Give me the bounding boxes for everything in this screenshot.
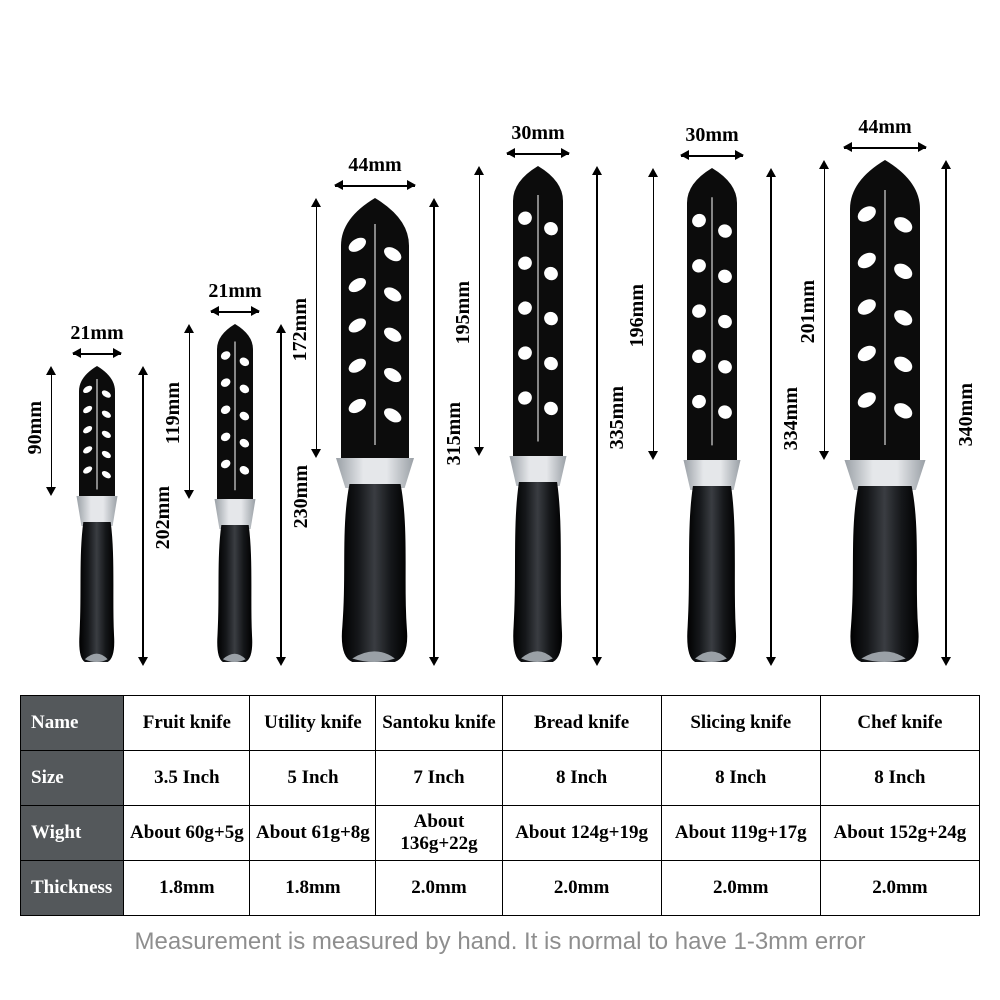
table-cell: Fruit knife <box>124 696 250 751</box>
width-dimension: 44mm <box>825 116 945 155</box>
table-cell: 8 Inch <box>820 751 979 806</box>
sheath-length-label: 90mm <box>24 401 47 454</box>
table-cell: 1.8mm <box>124 861 250 916</box>
sheath-length-label: 196mm <box>626 284 649 347</box>
knife-4: 30mm 195mm 335mm <box>452 122 624 682</box>
width-label: 21mm <box>37 322 157 345</box>
width-dimension: 44mm <box>315 154 435 193</box>
table-cell: 1.8mm <box>250 861 376 916</box>
knife-sheath-icon <box>217 324 253 504</box>
knife-handle-icon <box>686 486 739 667</box>
sheath-length-label: 195mm <box>452 281 475 344</box>
table-cell: About 119g+17g <box>661 806 820 861</box>
knife-graphic <box>490 166 586 666</box>
table-cell: About 61g+8g <box>250 806 376 861</box>
knife-sheath-icon <box>687 168 737 465</box>
knife-graphic <box>327 198 423 666</box>
sheath-length-dimension: 196mm <box>632 168 654 460</box>
row-header-size: Size <box>21 751 124 806</box>
table-cell: 2.0mm <box>661 861 820 916</box>
row-header-thickness: Thickness <box>21 861 124 916</box>
knife-graphic <box>62 366 132 666</box>
width-label: 30mm <box>478 122 598 145</box>
sheath-length-dimension: 90mm <box>30 366 52 496</box>
table-cell: About 136g+22g <box>376 806 502 861</box>
table-cell: 2.0mm <box>820 861 979 916</box>
knife-graphic <box>835 160 935 666</box>
width-label: 44mm <box>315 154 435 177</box>
sheath-length-label: 201mm <box>797 280 820 343</box>
sheath-length-dimension: 172mm <box>295 198 317 458</box>
total-length-dimension: 335mm <box>596 166 618 666</box>
width-dimension: 30mm <box>652 124 772 163</box>
total-length-dimension: 340mm <box>945 160 967 666</box>
knife-handle-icon <box>340 484 411 667</box>
footnote-text: Measurement is measured by hand. It is n… <box>50 928 950 956</box>
knife-graphic <box>664 168 760 666</box>
knife-handle-icon <box>78 522 116 667</box>
table-cell: 5 Inch <box>250 751 376 806</box>
spec-table: Name Fruit knifeUtility knifeSantoku kni… <box>20 695 980 916</box>
knife-handle-icon <box>216 525 254 667</box>
knife-6: 44mm 201mm 340mm <box>797 116 973 682</box>
total-length-dimension: 202mm <box>142 366 164 666</box>
total-length-dimension: 334mm <box>770 168 792 666</box>
knife-handle-icon <box>848 486 922 667</box>
width-label: 44mm <box>825 116 945 139</box>
knife-sheath-icon <box>850 160 920 465</box>
table-cell: 3.5 Inch <box>124 751 250 806</box>
table-cell: Slicing knife <box>661 696 820 751</box>
width-dimension: 21mm <box>37 322 157 361</box>
sheath-length-dimension: 119mm <box>168 324 190 499</box>
table-cell: 8 Inch <box>661 751 820 806</box>
table-cell: 2.0mm <box>376 861 502 916</box>
row-header-weight: Wight <box>21 806 124 861</box>
sheath-length-dimension: 201mm <box>803 160 825 460</box>
sheath-length-dimension: 195mm <box>458 166 480 456</box>
width-label: 30mm <box>652 124 772 147</box>
table-cell: Utility knife <box>250 696 376 751</box>
table-cell: About 124g+19g <box>502 806 661 861</box>
table-cell: 8 Inch <box>502 751 661 806</box>
knife-graphic <box>200 324 270 666</box>
table-cell: About 60g+5g <box>124 806 250 861</box>
table-row: Thickness 1.8mm1.8mm2.0mm2.0mm2.0mm2.0mm <box>21 861 980 916</box>
sheath-length-label: 172mm <box>289 298 312 361</box>
row-header-name: Name <box>21 696 124 751</box>
table-row: Wight About 60g+5gAbout 61g+8gAbout 136g… <box>21 806 980 861</box>
width-dimension: 21mm <box>175 280 295 319</box>
table-row: Size 3.5 Inch5 Inch7 Inch8 Inch8 Inch8 I… <box>21 751 980 806</box>
table-cell: About 152g+24g <box>820 806 979 861</box>
knife-5: 30mm 196mm 334mm <box>626 124 798 682</box>
table-cell: 2.0mm <box>502 861 661 916</box>
knife-3: 44mm 172mm 315mm <box>289 154 461 682</box>
knife-sheath-icon <box>513 166 563 461</box>
sheath-length-label: 119mm <box>162 382 185 444</box>
table-cell: Chef knife <box>820 696 979 751</box>
table-cell: Bread knife <box>502 696 661 751</box>
width-label: 21mm <box>175 280 295 303</box>
table-row: Name Fruit knifeUtility knifeSantoku kni… <box>21 696 980 751</box>
total-length-label: 340mm <box>955 383 978 446</box>
table-cell: 7 Inch <box>376 751 502 806</box>
knife-sheath-icon <box>79 366 115 501</box>
table-cell: Santoku knife <box>376 696 502 751</box>
knife-2: 21mm 119mm 230mm <box>162 280 308 682</box>
knife-diagram-area: 21mm 90mm 202mm 21mm <box>0 0 1000 690</box>
knife-1: 21mm 90mm 202mm <box>24 322 170 682</box>
knife-sheath-icon <box>341 198 409 463</box>
knife-handle-icon <box>512 482 565 667</box>
width-dimension: 30mm <box>478 122 598 161</box>
